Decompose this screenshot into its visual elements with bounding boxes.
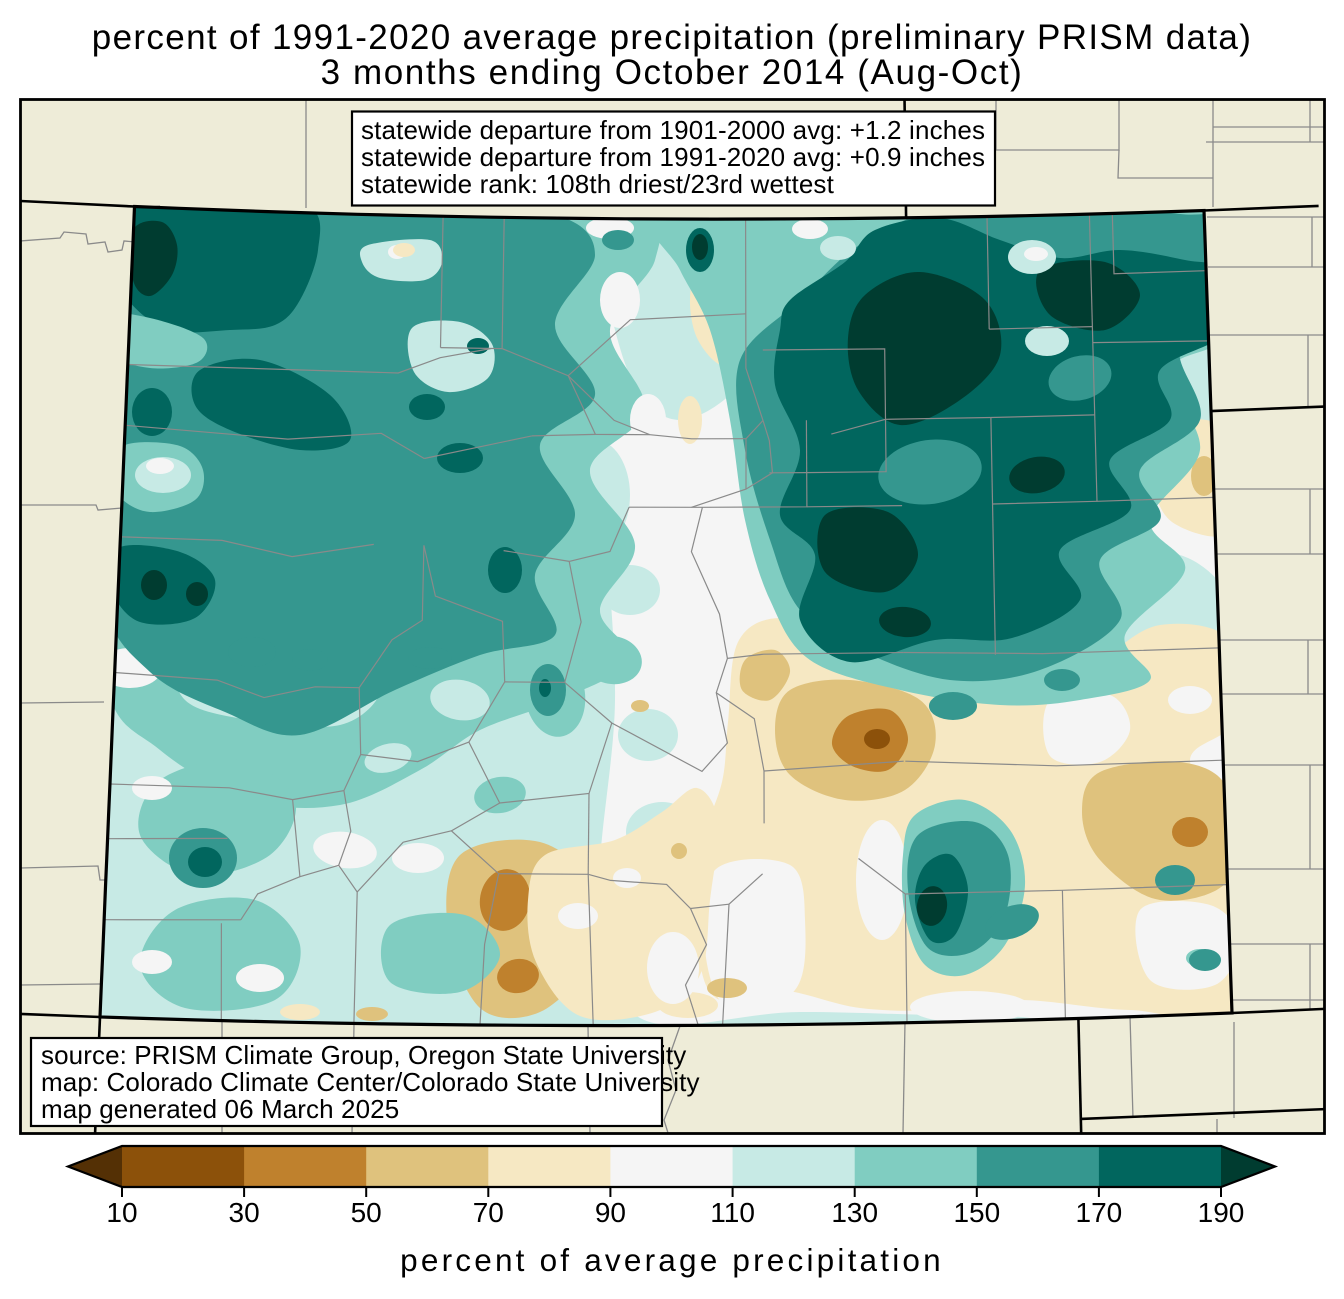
svg-text:percent of average precipitati: percent of average precipitation: [400, 1242, 944, 1278]
svg-text:percent of 1991-2020 average p: percent of 1991-2020 average precipitati…: [92, 18, 1252, 57]
svg-text:map: Colorado Climate Center/C: map: Colorado Climate Center/Colorado St…: [41, 1067, 700, 1097]
svg-text:10: 10: [106, 1197, 137, 1228]
svg-text:source: PRISM Climate Group, O: source: PRISM Climate Group, Oregon Stat…: [41, 1040, 686, 1070]
svg-text:130: 130: [831, 1197, 878, 1228]
svg-text:70: 70: [473, 1197, 504, 1228]
svg-text:110: 110: [710, 1197, 755, 1228]
svg-text:statewide departure from 1901-: statewide departure from 1901-2000 avg: …: [361, 115, 985, 145]
svg-text:50: 50: [351, 1197, 382, 1228]
svg-text:190: 190: [1198, 1197, 1245, 1228]
svg-text:90: 90: [595, 1197, 626, 1228]
svg-text:3 months ending October 2014 (: 3 months ending October 2014 (Aug-Oct): [321, 53, 1024, 92]
svg-text:map generated 06 March 2025: map generated 06 March 2025: [41, 1094, 399, 1124]
svg-text:150: 150: [953, 1197, 1000, 1228]
svg-text:statewide departure from 1991-: statewide departure from 1991-2020 avg: …: [361, 142, 985, 172]
svg-text:170: 170: [1076, 1197, 1123, 1228]
svg-text:30: 30: [229, 1197, 260, 1228]
svg-text:statewide rank: 108th driest/2: statewide rank: 108th driest/23rd wettes…: [361, 169, 835, 199]
